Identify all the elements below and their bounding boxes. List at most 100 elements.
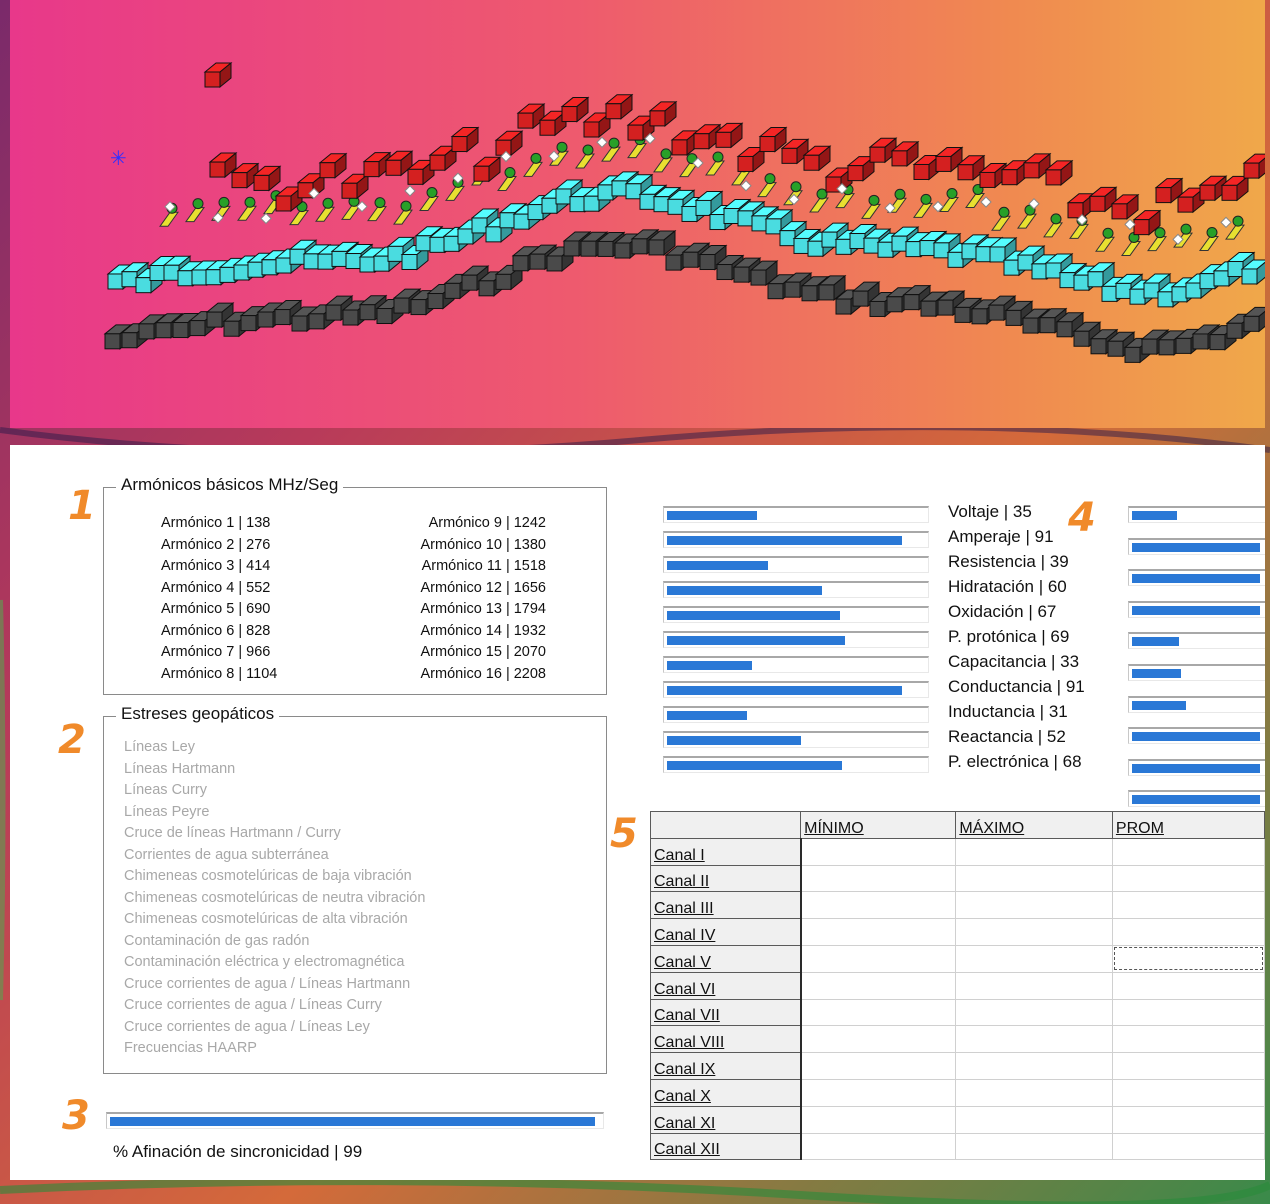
table-row: Canal VIII xyxy=(649,1025,1265,1054)
cyan-block xyxy=(1240,259,1265,286)
geopathic-stress-item[interactable]: Cruce corrientes de agua / Líneas Curry xyxy=(124,997,382,1013)
row-header[interactable]: Canal VIII xyxy=(649,1025,802,1054)
row-header[interactable]: Canal VI xyxy=(649,971,802,1000)
table-cell[interactable] xyxy=(1111,864,1265,893)
geopathic-stress-item[interactable]: Contaminación eléctrica y electromagnéti… xyxy=(124,954,405,970)
harmonic-item: Armónico 1 | 138 xyxy=(161,515,271,531)
green-dot xyxy=(1180,223,1192,235)
meter-bar xyxy=(663,756,929,773)
table-cell[interactable] xyxy=(1111,837,1265,866)
table-cell[interactable] xyxy=(955,1132,1113,1161)
red-block xyxy=(692,123,722,150)
row-header[interactable]: Canal X xyxy=(649,1078,802,1107)
table-cell[interactable] xyxy=(955,1025,1113,1054)
red-block xyxy=(1242,153,1265,180)
meter-bar xyxy=(663,681,929,698)
green-dot xyxy=(764,173,776,185)
geopathic-stress-item[interactable]: Frecuencias HAARP xyxy=(124,1040,257,1056)
table-cell[interactable] xyxy=(1111,971,1265,1000)
white-diamond xyxy=(356,200,368,213)
geopathic-stress-item[interactable]: Líneas Peyre xyxy=(124,803,210,820)
table-cell[interactable] xyxy=(800,1105,957,1134)
table-cell[interactable] xyxy=(1111,1132,1265,1161)
geopathic-stress-item[interactable]: Líneas Curry xyxy=(124,782,208,798)
red-block xyxy=(516,103,546,130)
geopathic-stress-item[interactable]: Chimeneas cosmotelúricas de neutra vibra… xyxy=(124,889,426,906)
harmonic-item: Armónico 6 | 828 xyxy=(161,622,271,639)
table-cell[interactable] xyxy=(800,1025,957,1054)
harmonic-item: Armónico 3 | 414 xyxy=(161,558,271,574)
table-cell[interactable] xyxy=(800,864,957,893)
white-diamond xyxy=(788,193,800,206)
column-header[interactable]: PROM xyxy=(1111,811,1265,839)
table-cell[interactable] xyxy=(955,1105,1113,1134)
geopathic-stress-item[interactable]: Líneas Ley xyxy=(124,739,195,755)
analysis-panel: 1 Armónicos básicos MHz/Seg Armónico 1 |… xyxy=(10,445,1265,1180)
geopathic-stress-item[interactable]: Corrientes de agua subterránea xyxy=(124,846,329,863)
row-header[interactable]: Canal V xyxy=(649,944,802,973)
table-cell[interactable] xyxy=(800,891,957,920)
table-cell[interactable] xyxy=(800,944,957,973)
white-diamond xyxy=(740,180,752,192)
geopathic-stress-item[interactable]: Cruce de líneas Hartmann / Curry xyxy=(124,825,341,841)
table-cell[interactable] xyxy=(955,971,1113,1000)
table-corner xyxy=(649,811,802,839)
table-cell[interactable] xyxy=(955,1052,1113,1080)
geopathic-stress-item[interactable]: Cruce corrientes de agua / Líneas Ley xyxy=(124,1018,370,1035)
geopathic-stress-item[interactable]: Líneas Hartmann xyxy=(124,760,236,777)
column-header[interactable]: MÁXIMO xyxy=(955,811,1113,839)
table-cell[interactable] xyxy=(1111,944,1265,973)
table-cell[interactable] xyxy=(955,864,1113,893)
row-header[interactable]: Canal XII xyxy=(649,1132,802,1161)
table-cell[interactable] xyxy=(955,998,1113,1027)
table-cell[interactable] xyxy=(1111,1052,1265,1080)
table-cell[interactable] xyxy=(1111,1078,1265,1107)
column-header[interactable]: MÍNIMO xyxy=(800,811,957,839)
meter-bar-secondary-fill xyxy=(1132,574,1261,584)
geopathic-stress-item[interactable]: Chimeneas cosmotelúricas de alta vibraci… xyxy=(124,911,408,927)
row-header[interactable]: Canal IV xyxy=(649,918,802,946)
red-block xyxy=(384,150,414,177)
green-dot xyxy=(374,197,386,209)
row-header[interactable]: Canal III xyxy=(649,891,802,920)
table-cell[interactable] xyxy=(955,837,1113,866)
geopathic-stress-item[interactable]: Chimeneas cosmotelúricas de baja vibraci… xyxy=(124,868,412,884)
table-row: Canal XII xyxy=(649,1132,1265,1161)
table-cell[interactable] xyxy=(1111,891,1265,920)
meter-bar-fill xyxy=(667,611,840,620)
table-cell[interactable] xyxy=(800,1132,957,1161)
table-cell[interactable] xyxy=(800,998,957,1027)
yellow-marker xyxy=(913,202,933,218)
harmonic-item: Armónico 5 | 690 xyxy=(161,601,271,617)
table-cell[interactable] xyxy=(955,918,1113,946)
table-cell[interactable] xyxy=(955,891,1113,920)
red-block xyxy=(956,154,986,181)
table-cell[interactable] xyxy=(800,837,957,866)
row-header[interactable]: Canal XI xyxy=(649,1105,802,1134)
table-cell[interactable] xyxy=(1111,1025,1265,1054)
table-cell[interactable] xyxy=(800,918,957,946)
table-cell[interactable] xyxy=(1111,1105,1265,1134)
table-cell[interactable] xyxy=(955,1078,1113,1107)
table-cell[interactable] xyxy=(800,1052,957,1080)
row-header[interactable]: Canal II xyxy=(649,864,802,893)
red-block xyxy=(890,140,920,167)
table-cell[interactable] xyxy=(1111,998,1265,1027)
table-cell[interactable] xyxy=(955,944,1113,973)
row-header[interactable]: Canal VII xyxy=(649,998,802,1027)
table-cell[interactable] xyxy=(800,1078,957,1107)
geopathic-stress-item[interactable]: Contaminación de gas radón xyxy=(124,932,310,949)
green-dot xyxy=(1102,227,1114,239)
row-header[interactable]: Canal IX xyxy=(649,1052,802,1080)
row-header[interactable]: Canal I xyxy=(649,837,802,866)
meter-bar-secondary xyxy=(1128,506,1265,523)
table-cell[interactable] xyxy=(1111,918,1265,946)
yellow-marker xyxy=(757,182,777,198)
table-cell[interactable] xyxy=(800,971,957,1000)
meter-bar-secondary-fill xyxy=(1132,511,1177,520)
harmonic-item: Armónico 14 | 1932 xyxy=(420,622,546,639)
geopathic-stress-item[interactable]: Cruce corrientes de agua / Líneas Hartma… xyxy=(124,975,411,992)
red-block xyxy=(230,162,260,189)
harmonic-item: Armónico 2 | 276 xyxy=(161,536,271,553)
table-row: Canal III xyxy=(649,891,1265,920)
